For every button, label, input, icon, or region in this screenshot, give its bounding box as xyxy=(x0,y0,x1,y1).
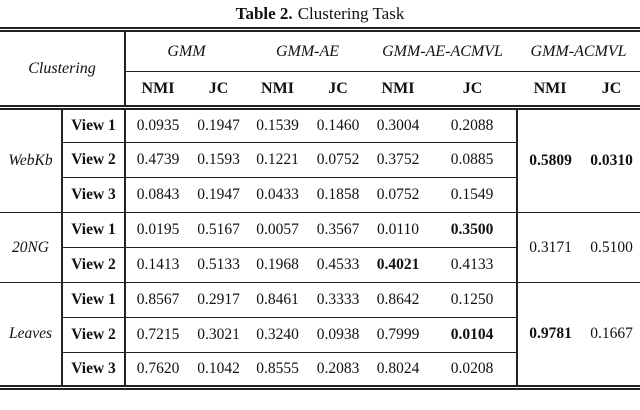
value-cell: 0.0195 xyxy=(125,212,190,248)
header-clustering: Clustering xyxy=(0,29,126,110)
table-row: WebKb View 1 0.0935 0.1947 0.1539 0.1460… xyxy=(0,107,640,213)
view-label: View 2 xyxy=(61,142,126,178)
acmvl-jc-value: 0.0310 xyxy=(583,107,640,213)
view-label: View 3 xyxy=(61,177,126,213)
value-cell: 0.0752 xyxy=(368,177,428,213)
table-caption-title: Clustering Task xyxy=(297,4,405,23)
value-cell: 0.4133 xyxy=(428,247,518,283)
dataset-label-leaves: Leaves xyxy=(8,325,53,342)
metric-header-nmi-gmm-acmvl: NMI xyxy=(517,71,584,110)
value-cell: 0.1221 xyxy=(247,142,308,178)
value-cell: 0.4021 xyxy=(368,247,428,283)
acmvl-nmi-value: 0.5809 xyxy=(516,107,584,213)
value-cell: 0.7999 xyxy=(368,317,428,353)
value-cell: 0.8642 xyxy=(368,282,428,318)
value-cell: 0.0938 xyxy=(308,317,368,353)
metric-header-nmi-gmm-ae: NMI xyxy=(247,71,308,110)
value-cell: 0.0885 xyxy=(428,142,518,178)
value-cell: 0.2917 xyxy=(190,282,247,318)
value-cell: 0.1968 xyxy=(247,247,308,283)
value-cell: 0.4739 xyxy=(125,142,190,178)
view-label: View 3 xyxy=(61,352,126,388)
value-cell: 0.1042 xyxy=(197,360,240,377)
value-cell: 0.4533 xyxy=(308,247,368,283)
value-cell: 0.1460 xyxy=(308,107,368,143)
table-row: View 2 0.1413 0.5133 0.1968 0.4533 0.402… xyxy=(0,247,640,283)
group-header-gmm-ae: GMM-AE xyxy=(247,29,368,72)
value-cell: 0.0935 xyxy=(125,107,190,143)
value-cell: 0.7215 xyxy=(125,317,190,353)
acmvl-jc-value: 0.1667 xyxy=(590,325,633,342)
metric-header-jc-gmm-ae-acmvl: JC xyxy=(428,71,518,110)
view-label: View 1 xyxy=(61,107,126,143)
dataset-label-20ng: 20NG xyxy=(0,212,62,283)
header-row-groups: Clustering GMM GMM-AE GMM-AE-ACMVL GMM-A… xyxy=(0,29,640,110)
metric-header-jc-gmm-ae: JC xyxy=(308,71,368,110)
metric-header-nmi-gmm: NMI xyxy=(125,71,190,110)
view-label: View 1 xyxy=(61,282,126,318)
value-cell: 0.1413 xyxy=(125,247,190,283)
acmvl-nmi-value: 0.9781 xyxy=(516,282,584,388)
value-cell: 0.2088 xyxy=(428,107,518,143)
value-cell: 0.1947 xyxy=(190,107,247,143)
table-row: View 3 0.0843 0.1947 0.0433 0.1858 0.075… xyxy=(0,177,640,213)
value-cell: 0.5133 xyxy=(190,247,247,283)
acmvl-jc-value: 0.5100 xyxy=(583,212,640,283)
value-cell: 0.5167 xyxy=(190,212,247,248)
value-cell: 0.3240 xyxy=(247,317,308,353)
value-cell: 0.0843 xyxy=(125,177,190,213)
group-header-gmm-acmvl: GMM-ACMVL xyxy=(517,29,640,72)
value-cell: 0.0104 xyxy=(428,317,518,353)
metric-header-jc-gmm-acmvl: JC xyxy=(583,71,640,110)
value-cell: 0.8024 xyxy=(376,360,420,377)
value-cell: 0.7620 xyxy=(136,360,180,377)
value-cell: 0.1250 xyxy=(428,282,518,318)
group-header-gmm-ae-acmvl: GMM-AE-ACMVL xyxy=(368,29,518,72)
value-cell: 0.1858 xyxy=(308,177,368,213)
group-header-gmm: GMM xyxy=(125,29,247,72)
acmvl-nmi-value: 0.3171 xyxy=(516,212,584,283)
table-row: Leaves View 1 0.8567 0.2917 0.8461 0.333… xyxy=(0,282,640,388)
value-cell: 0.1539 xyxy=(247,107,308,143)
metric-header-jc-gmm: JC xyxy=(190,71,247,110)
value-cell: 0.8461 xyxy=(247,282,308,318)
clustering-results-table: Clustering GMM GMM-AE GMM-AE-ACMVL GMM-A… xyxy=(0,27,640,390)
value-cell: 0.3500 xyxy=(428,212,518,248)
value-cell: 0.8567 xyxy=(125,282,190,318)
view-label: View 2 xyxy=(61,247,126,283)
value-cell: 0.8555 xyxy=(256,360,299,377)
table-row: View 2 0.4739 0.1593 0.1221 0.0752 0.375… xyxy=(0,142,640,178)
value-cell: 0.2083 xyxy=(316,360,360,377)
view-label: View 1 xyxy=(61,212,126,248)
value-cell: 0.0433 xyxy=(247,177,308,213)
view-label: View 2 xyxy=(61,317,126,353)
value-cell: 0.3567 xyxy=(308,212,368,248)
value-cell: 0.1947 xyxy=(190,177,247,213)
value-cell: 0.3004 xyxy=(368,107,428,143)
value-cell: 0.1549 xyxy=(428,177,518,213)
value-cell: 0.3333 xyxy=(308,282,368,318)
table-row: View 2 0.7215 0.3021 0.3240 0.0938 0.799… xyxy=(0,317,640,353)
value-cell: 0.3021 xyxy=(190,317,247,353)
value-cell: 0.0752 xyxy=(308,142,368,178)
table-caption: Table 2. Clustering Task xyxy=(0,0,640,27)
value-cell: 0.0057 xyxy=(247,212,308,248)
table-row: 20NG View 1 0.0195 0.5167 0.0057 0.3567 … xyxy=(0,212,640,283)
value-cell: 0.0208 xyxy=(450,360,494,377)
value-cell: 0.0110 xyxy=(368,212,428,248)
table-caption-number: Table 2. xyxy=(235,4,293,23)
value-cell: 0.3752 xyxy=(368,142,428,178)
header-row-metrics: NMI JC NMI JC NMI JC NMI JC xyxy=(0,71,640,110)
metric-header-nmi-gmm-ae-acmvl: NMI xyxy=(368,71,428,110)
table-row: View 3 0.7620 0.1042 0.8555 0.2083 0.802… xyxy=(0,352,640,388)
dataset-label-webkb: WebKb xyxy=(0,107,62,213)
value-cell: 0.1593 xyxy=(190,142,247,178)
